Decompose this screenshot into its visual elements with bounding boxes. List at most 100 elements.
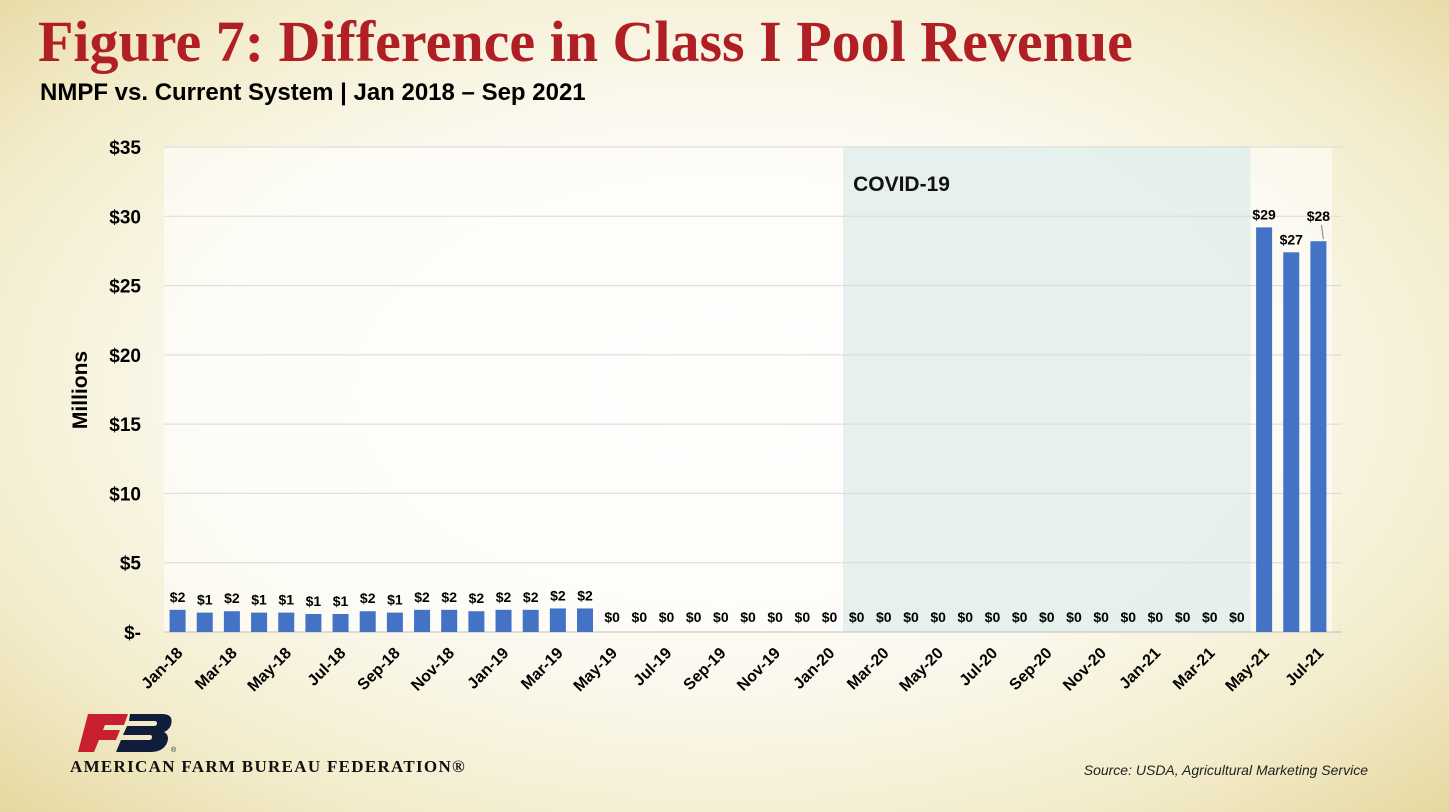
bar [332,613,349,632]
bar [169,609,186,632]
y-tick-label: $25 [109,277,141,298]
data-label: $0 [604,609,620,625]
data-label: $1 [333,593,349,609]
data-label: $2 [577,587,593,603]
y-tick-label: $35 [109,138,141,159]
data-label: $2 [360,590,376,606]
data-label: $2 [170,589,186,605]
bar [495,609,512,632]
data-label: $0 [849,609,865,625]
x-tick-label: Jul-21 [1283,645,1328,690]
data-label: $0 [822,609,838,625]
source-note: Source: USDA, Agricultural Marketing Ser… [1083,762,1368,778]
x-tick-label: Jan-21 [1116,645,1164,693]
svg-text:®: ® [171,746,177,754]
data-label-leader-line [1320,224,1324,240]
logo-red-f-shape [78,714,128,752]
data-label: $0 [767,609,783,625]
x-tick-label: Sep-18 [355,645,404,694]
data-label: $2 [523,589,539,605]
data-label: $0 [903,609,919,625]
data-label: $0 [1148,609,1164,625]
bar [359,611,376,632]
data-label: $2 [414,589,430,605]
x-tick-label: Nov-19 [734,645,784,695]
bar [1283,252,1300,633]
bar [549,608,566,632]
data-label: $0 [1039,609,1055,625]
data-label: $2 [224,590,240,606]
data-label: $0 [1229,609,1245,625]
y-tick-label: $10 [109,484,141,505]
data-label: $2 [469,590,485,606]
x-tick-label: Sep-19 [681,645,730,694]
x-tick-label: Jan-19 [464,645,512,693]
x-tick-label: Mar-19 [518,645,567,694]
data-label: $1 [197,592,213,608]
bar [278,612,295,632]
data-label: $0 [686,609,702,625]
bar [577,608,594,632]
data-label: $0 [740,609,756,625]
y-tick-label: $5 [120,554,142,575]
chart-subtitle: NMPF vs. Current System | Jan 2018 – Sep… [40,79,586,106]
x-tick-label: May-19 [571,645,621,695]
logo-wordmark: AMERICAN FARM BUREAU FEDERATION® [70,757,467,776]
bar [414,609,431,632]
x-tick-label: Mar-21 [1170,645,1219,694]
chart-title: Figure 7: Difference in Class I Pool Rev… [38,9,1133,74]
data-label: $0 [985,609,1001,625]
bar [522,609,539,632]
x-tick-label: Jan-20 [790,645,838,693]
data-label: $1 [278,592,294,608]
y-tick-label: $- [124,623,141,644]
data-label: $28 [1307,208,1331,224]
data-label: $1 [306,593,322,609]
data-label: $27 [1280,231,1304,247]
shaded-region-covid [843,147,1251,632]
data-label: $0 [1012,609,1028,625]
x-tick-label: Jul-20 [957,645,1002,690]
data-label: $2 [496,589,512,605]
y-axis-title: Millions [69,351,92,429]
data-label: $0 [1120,609,1136,625]
y-tick-label: $30 [109,207,141,228]
bar [196,612,213,632]
x-tick-label: May-21 [1223,645,1273,695]
farm-bureau-logo: ® [78,714,177,754]
data-label: $0 [713,609,729,625]
logo-navy-b-shape [116,714,172,752]
bar [386,612,403,632]
bar [305,613,322,632]
y-tick-label: $15 [109,415,141,436]
x-tick-label: May-20 [897,645,947,695]
data-label: $0 [1202,609,1218,625]
data-label: $0 [632,609,648,625]
data-label: $0 [795,609,811,625]
x-tick-label: Jul-18 [305,645,350,690]
shaded-region-label: COVID-19 [853,173,950,196]
data-label: $0 [1066,609,1082,625]
x-tick-label: Mar-18 [192,645,241,694]
data-label: $0 [876,609,892,625]
data-label: $1 [387,592,403,608]
y-tick-label: $20 [109,346,141,367]
data-label: $29 [1252,206,1276,222]
x-tick-label: Sep-20 [1006,645,1055,694]
x-tick-label: Mar-20 [844,645,893,694]
bar [441,609,458,632]
bar [468,611,485,632]
x-tick-label: May-18 [245,645,295,695]
data-label: $0 [930,609,946,625]
data-label: $2 [550,587,566,603]
bar [1256,227,1273,632]
data-label: $0 [958,609,974,625]
data-label: $2 [441,589,457,605]
x-tick-label: Jan-18 [139,645,187,693]
bar [1310,241,1327,632]
bar [251,612,268,632]
x-tick-label: Nov-20 [1060,645,1110,695]
data-label: $0 [659,609,675,625]
data-label: $0 [1093,609,1109,625]
